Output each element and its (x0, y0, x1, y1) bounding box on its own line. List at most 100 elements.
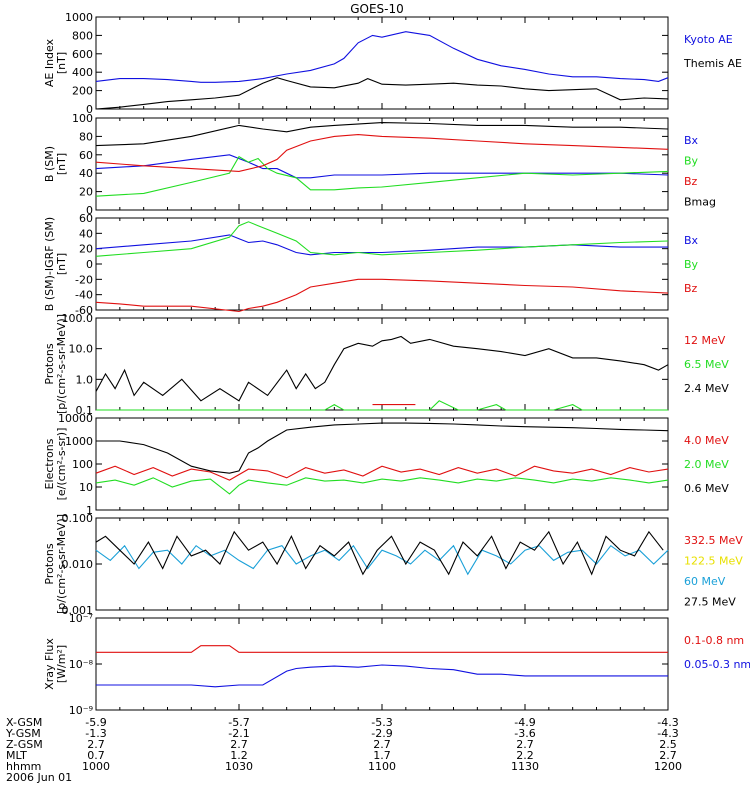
y-tick-label: 100 (72, 112, 93, 125)
series-line-2-4-mev (95, 335, 669, 402)
y-axis-label: Protons (43, 543, 56, 584)
y-tick-label: 10.0 (69, 343, 94, 356)
y-tick-label: 0 (86, 103, 93, 116)
x-tick-value: 1.2 (230, 749, 248, 762)
x-tick-value: 1000 (82, 760, 110, 773)
series-line-by (95, 221, 669, 257)
x-tick-value: 1030 (225, 760, 253, 773)
panel-7: 10⁻⁹ 10⁻⁸ 10⁻⁷ Xray Flux [W/m²] 0.1-0.8 nm 0.0… (43, 612, 750, 717)
x-row-label-x-gsm: X-GSM (6, 716, 42, 729)
date-label: 2006 Jun 01 (6, 771, 72, 784)
x-tick-value: -4.9 (514, 716, 535, 729)
figure-title: GOES-10 (350, 2, 404, 16)
y-tick-label: 1 (86, 504, 93, 517)
legend-2-0-mev: 2.0 MeV (684, 458, 729, 471)
y-axis-label: [p/(cm²-s-sr-MeV)] (55, 314, 68, 414)
legend-332-5-mev: 332.5 MeV (684, 534, 743, 547)
x-tick-value: -2.9 (371, 727, 392, 740)
x-tick-value: 2.5 (659, 738, 677, 751)
y-axis-label: [nT] (55, 52, 68, 74)
panel-frame (95, 417, 669, 511)
x-tick-value: 2.7 (230, 738, 248, 751)
y-tick-label: 600 (72, 48, 93, 61)
y-axis-label: B (SM)-IGRF (SM) (43, 217, 56, 311)
series-line-bz (95, 134, 669, 172)
y-axis-label: Electrons (43, 438, 56, 489)
y-tick-label: 200 (72, 85, 93, 98)
x-tick-value: 0.7 (87, 749, 105, 762)
panel-frame (95, 117, 669, 211)
y-tick-label: 0 (86, 204, 93, 217)
y-tick-label: 60 (79, 212, 93, 225)
y-tick-label: 800 (72, 29, 93, 42)
x-tick-value: 2.7 (87, 738, 105, 751)
legend-by: By (684, 155, 699, 168)
series-line-60-mev (95, 544, 669, 576)
y-tick-label: 0 (86, 258, 93, 271)
y-axis-label: AE Index (43, 38, 56, 87)
y-tick-label: 1000 (65, 11, 93, 24)
x-tick-value: -5.3 (371, 716, 392, 729)
y-tick-label: 1000 (65, 435, 93, 448)
legend-27-5-mev: 27.5 MeV (684, 596, 736, 609)
panel-3: -60 -40 -20 0 20 40 60 B (SM)-IGRF (SM) [nT] Bx By… (43, 212, 699, 317)
y-tick-label: -60 (75, 304, 93, 317)
y-tick-label: 10 (79, 481, 93, 494)
series-line-kyoto-ae (95, 31, 669, 83)
y-tick-label: 10⁻⁷ (69, 612, 93, 625)
y-tick-label: 10⁻⁸ (69, 658, 94, 671)
x-tick-value: -5.9 (85, 716, 106, 729)
y-axis-label: B (SM) (43, 146, 56, 182)
legend-0-05-0-3-nm: 0.05-0.3 nm (684, 658, 750, 671)
legend-bx: Bx (684, 134, 699, 147)
x-tick-value: 1100 (368, 760, 396, 773)
series-line-bx (95, 154, 669, 179)
y-tick-label: 1.0 (76, 373, 94, 386)
y-tick-label: 20 (79, 186, 93, 199)
series-line-0-1-0-8-nm (96, 645, 668, 653)
series-line-2-0-mev (95, 477, 669, 495)
panel-4: 0.1 1.0 10.0 100.0 Protons [p/(cm²-s-sr-MeV)]… (43, 312, 729, 417)
y-tick-label: -40 (75, 289, 93, 302)
panel-frame (95, 317, 669, 411)
series-line-themis-ae (95, 77, 669, 110)
y-tick-label: 40 (79, 167, 93, 180)
y-tick-label: 400 (72, 66, 93, 79)
y-tick-label: 20 (79, 243, 93, 256)
x-tick-value: 1200 (654, 760, 682, 773)
series-line-27-5-mev (95, 530, 664, 576)
y-axis-label: [W/m²] (55, 645, 68, 683)
series-line-bmag (95, 122, 669, 147)
x-tick-value: 2.2 (516, 749, 534, 762)
y-tick-label: 10000 (58, 412, 93, 425)
x-tick-value: -5.7 (228, 716, 249, 729)
x-tick-value: 1.7 (373, 749, 391, 762)
legend-themis-ae: Themis AE (683, 57, 742, 70)
legend-2-4-mev: 2.4 MeV (684, 382, 729, 395)
panel-frame (95, 16, 669, 110)
series-line-by (95, 155, 669, 197)
legend-4-0-mev: 4.0 MeV (684, 434, 729, 447)
legend-12-mev: 12 MeV (684, 334, 726, 347)
x-tick-value: 2.7 (516, 738, 534, 751)
panel-frame (95, 617, 669, 711)
y-tick-label: 0.100 (62, 512, 94, 525)
y-tick-label: 60 (79, 149, 93, 162)
y-axis-label: [nT] (55, 253, 68, 275)
x-tick-value: -4.3 (657, 716, 678, 729)
x-row-label-hhmm: hhmm (6, 760, 41, 773)
legend-bz: Bz (684, 282, 698, 295)
legend-kyoto-ae: Kyoto AE (684, 33, 733, 46)
y-tick-label: 100 (72, 458, 93, 471)
y-axis-label: Xray Flux (43, 638, 56, 690)
series-line-4-0-mev (95, 465, 669, 481)
panel-6: 0.001 0.010 0.100 Protons [p/(cm²-s-sr-MeV)]… (43, 512, 743, 617)
y-tick-label: 80 (79, 130, 93, 143)
legend-0-6-mev: 0.6 MeV (684, 482, 729, 495)
y-axis-label: [p/(cm²-s-sr-MeV)] (55, 514, 68, 614)
panel-frame (95, 217, 669, 311)
x-tick-value: 2.7 (373, 738, 391, 751)
panel-1: 0 200 400 600 800 1000 AE Index [nT] Kyoto AE The… (43, 11, 742, 116)
y-tick-label: 0.001 (62, 604, 94, 617)
